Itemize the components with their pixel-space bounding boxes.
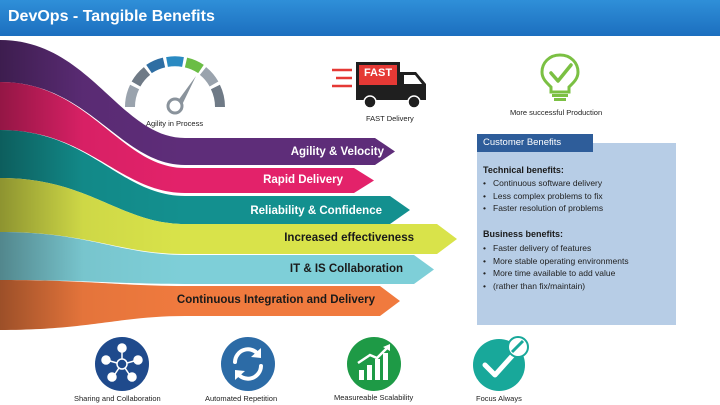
band-effectiveness-shade xyxy=(0,178,185,254)
customer-benefits-panel: Technical benefits: Continuous software … xyxy=(477,143,676,325)
business-benefits-list: Faster delivery of features More stable … xyxy=(477,242,683,292)
caption-focus: Focus Always xyxy=(476,394,522,403)
title-bar: DevOps - Tangible Benefits xyxy=(0,0,720,36)
list-item: More stable operating environments xyxy=(483,255,683,268)
checkmark-icon xyxy=(473,336,529,391)
fast-badge: FAST xyxy=(363,67,393,79)
business-benefits-title: Business benefits: xyxy=(483,229,564,239)
list-item: Less complex problems to fix xyxy=(483,190,683,203)
caption-agility: Agility in Process xyxy=(146,119,204,128)
band-collaboration-shade xyxy=(0,232,185,284)
technical-benefits-list: Continuous software delivery Less comple… xyxy=(477,177,683,215)
refresh-cycle-icon xyxy=(221,337,275,391)
list-item: Continuous software delivery xyxy=(483,177,683,190)
technical-benefits-title: Technical benefits: xyxy=(483,165,564,175)
band-label-collaboration: IT & IS Collaboration xyxy=(289,263,403,275)
customer-benefits-label: Customer Benefits xyxy=(483,137,562,148)
band-label-agility: Agility & Velocity xyxy=(290,146,384,158)
band-label-rapid-delivery: Rapid Delivery xyxy=(263,174,343,186)
caption-production: More successful Production xyxy=(510,108,603,117)
band-label-reliability: Reliability & Confidence xyxy=(250,205,382,217)
lightbulb-check-icon xyxy=(540,53,580,101)
caption-fast-delivery: FAST Delivery xyxy=(366,114,414,123)
list-item-continuation: (rather than fix/maintain) xyxy=(483,280,683,293)
band-agility-shade xyxy=(0,40,185,165)
list-item: More time available to add value xyxy=(483,267,683,280)
band-ci-cd-shade xyxy=(0,280,185,330)
network-people-icon xyxy=(95,337,149,391)
page-title: DevOps - Tangible Benefits xyxy=(8,8,215,25)
delivery-truck-icon xyxy=(332,62,426,109)
caption-automated: Automated Repetition xyxy=(205,394,278,403)
band-reliability-shade xyxy=(0,130,185,224)
benefit-bands-graphic xyxy=(0,40,457,330)
caption-scalability: Measureable Scalability xyxy=(334,393,414,402)
band-label-effectiveness: Increased effectiveness xyxy=(284,232,414,244)
customer-benefits-header: Customer Benefits xyxy=(477,134,593,152)
caption-sharing: Sharing and Collaboration xyxy=(74,394,161,403)
list-item: Faster delivery of features xyxy=(483,242,683,255)
band-rapid-delivery-shade xyxy=(0,82,185,193)
list-item: Faster resolution of problems xyxy=(483,202,683,215)
band-label-ci-cd: Continuous Integration and Delivery xyxy=(176,294,375,306)
gauge-icon xyxy=(124,56,226,115)
bar-growth-icon xyxy=(347,337,401,391)
